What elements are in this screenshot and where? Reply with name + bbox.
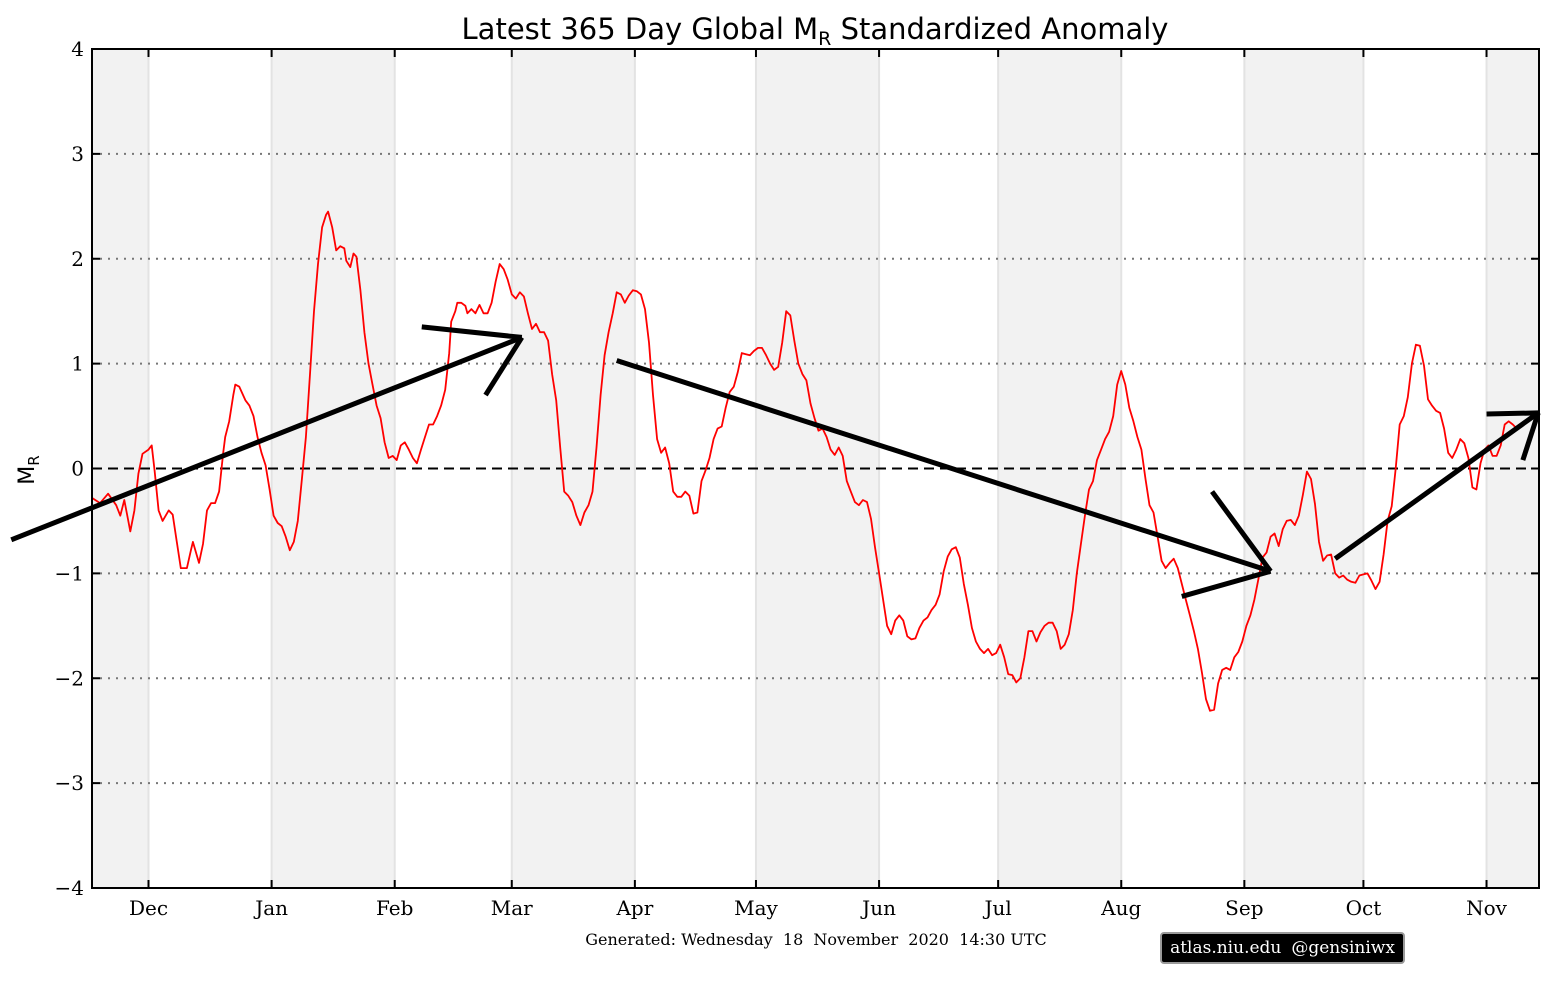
arrow-shaft [1333,410,1540,561]
arrow-head-stroke [1210,490,1273,573]
credit-site: atlas.niu.edu [1170,938,1282,958]
y-tick-label: −2 [55,666,84,690]
arrow-rise-dec-mar [10,324,524,543]
arrow-fall-apr-sep [615,358,1273,599]
x-tick-label-aug: Aug [1100,896,1141,920]
arrow-head-stroke [1486,410,1539,417]
credit-handle: @gensiniwx [1291,938,1395,958]
y-tick-label: 1 [71,352,84,376]
arrow-shaft [615,358,1272,574]
arrow-head-stroke [421,324,523,340]
generated-timestamp: Generated: Wednesday 18 November 2020 14… [585,930,1047,949]
x-tick-label-jun: Jun [860,896,896,920]
y-tick-label: 0 [71,457,84,481]
x-tick-label-jan: Jan [253,896,288,920]
horizontal-gridlines [92,152,1539,785]
x-tick-label-oct: Oct [1346,896,1382,920]
title-subscript: R [818,28,831,50]
chart-title: Latest 365 Day Global MR Standardized An… [462,12,1169,50]
y-tick-label: −1 [55,561,84,585]
x-tick-label-jul: Jul [982,896,1011,920]
plot-background [92,49,1539,888]
x-tick-label-nov: Nov [1466,896,1508,920]
y-axis: −4 −3 −2 −1 0 1 2 3 4 [55,37,1539,900]
x-tick-label-may: May [734,896,778,920]
y-tick-label: 3 [71,142,84,166]
shaded-band-6 [1486,49,1539,888]
x-tick-label-sep: Sep [1225,896,1263,920]
y-tick-label: 4 [71,37,84,61]
y-axis-label-subscript: R [25,455,43,465]
y-tick-label: 2 [71,247,84,271]
x-tick-label-apr: Apr [615,896,653,920]
arrow-rise-sep-nov [1333,410,1541,561]
x-axis: Dec Jan Feb Mar Apr May Jun Jul Aug Sep Oct Nov [129,49,1508,920]
arrow-shaft [10,335,523,543]
arrow-head-stroke [1181,568,1272,599]
credit-badge: atlas.niu.edu @gensiniwx [1160,932,1405,964]
y-tick-label: −4 [55,876,84,900]
x-tick-label-dec: Dec [129,896,168,920]
x-tick-label-feb: Feb [376,896,413,920]
y-tick-label: −3 [55,771,84,795]
arrow-head-stroke [483,336,524,397]
x-tick-label-mar: Mar [491,896,533,920]
y-axis-label: MR [15,455,43,484]
arrow-head-stroke [1520,412,1541,461]
series-line-mr-anomaly [92,210,1518,712]
trend-arrows [10,324,1541,599]
